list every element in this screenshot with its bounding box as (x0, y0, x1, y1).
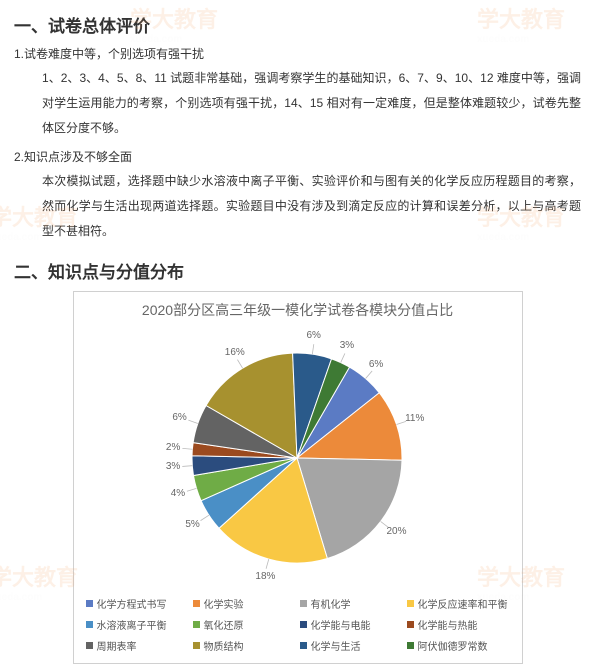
legend-item: 化学与生活 (300, 638, 403, 653)
item1-head: 1.试卷难度中等，个别选项有强干扰 (14, 45, 581, 62)
legend-item: 周期表率 (86, 638, 189, 653)
legend-item: 化学方程式书写 (86, 596, 189, 611)
legend-swatch (300, 600, 307, 607)
legend-label: 氧化还原 (204, 617, 244, 632)
legend-swatch (86, 642, 93, 649)
legend-swatch (193, 642, 200, 649)
legend-label: 化学能与热能 (418, 617, 478, 632)
legend-swatch (300, 621, 307, 628)
legend-item: 有机化学 (300, 596, 403, 611)
legend: 化学方程式书写化学实验有机化学化学反应速率和平衡水溶液离子平衡氧化还原化学能与电… (82, 596, 514, 653)
legend-swatch (407, 642, 414, 649)
legend-item: 化学能与电能 (300, 617, 403, 632)
pct-label: 6% (172, 412, 186, 423)
pct-label: 20% (386, 526, 406, 537)
legend-swatch (86, 600, 93, 607)
legend-swatch (193, 600, 200, 607)
chart-title: 2020部分区高三年级一模化学试卷各模块分值占比 (82, 300, 514, 320)
legend-item: 化学实验 (193, 596, 296, 611)
watermark: 学大教育xueda.com (477, 200, 565, 243)
section2-heading: 二、知识点与分值分布 (14, 258, 581, 283)
legend-swatch (407, 600, 414, 607)
legend-label: 化学方程式书写 (97, 596, 167, 611)
watermark: 学大教育xueda.com (477, 2, 565, 45)
legend-label: 化学能与电能 (311, 617, 371, 632)
legend-swatch (86, 621, 93, 628)
pct-label: 11% (405, 413, 424, 424)
legend-item: 阿伏伽德罗常数 (407, 638, 510, 653)
legend-swatch (300, 642, 307, 649)
item2-head: 2.知识点涉及不够全面 (14, 148, 581, 165)
pct-label: 2% (166, 442, 180, 453)
pct-label: 6% (369, 359, 383, 370)
item1-body: 1、2、3、4、5、8、11 试题非常基础，强调考察学生的基础知识，6、7、9、… (42, 66, 581, 142)
legend-item: 物质结构 (193, 638, 296, 653)
legend-item: 氧化还原 (193, 617, 296, 632)
legend-label: 有机化学 (311, 596, 351, 611)
legend-swatch (193, 621, 200, 628)
legend-item: 化学能与热能 (407, 617, 510, 632)
pct-label: 4% (171, 488, 185, 499)
pct-label: 6% (306, 330, 320, 341)
legend-swatch (407, 621, 414, 628)
pct-label: 18% (255, 571, 275, 582)
pct-label: 16% (225, 347, 245, 358)
legend-label: 化学与生活 (311, 638, 361, 653)
legend-label: 周期表率 (97, 638, 137, 653)
pie-svg (82, 326, 512, 586)
watermark: 学大教育xueda.com (0, 200, 78, 243)
pie-chart-container: 2020部分区高三年级一模化学试卷各模块分值占比 6% 11% 20% 18% 5% 4%… (73, 291, 523, 664)
pct-label: 5% (185, 519, 199, 530)
legend-label: 水溶液离子平衡 (97, 617, 167, 632)
legend-label: 物质结构 (204, 638, 244, 653)
watermark: 学大教育xueda.com (130, 2, 218, 45)
legend-label: 阿伏伽德罗常数 (418, 638, 488, 653)
legend-label: 化学实验 (204, 596, 244, 611)
legend-item: 水溶液离子平衡 (86, 617, 189, 632)
pie-area: 6% 11% 20% 18% 5% 4% 3% 2% 6% 16% 6% 3% (82, 326, 512, 586)
pct-label: 3% (166, 461, 180, 472)
watermark: 学大教育xueda.com (0, 560, 78, 603)
pct-label: 3% (340, 340, 354, 351)
